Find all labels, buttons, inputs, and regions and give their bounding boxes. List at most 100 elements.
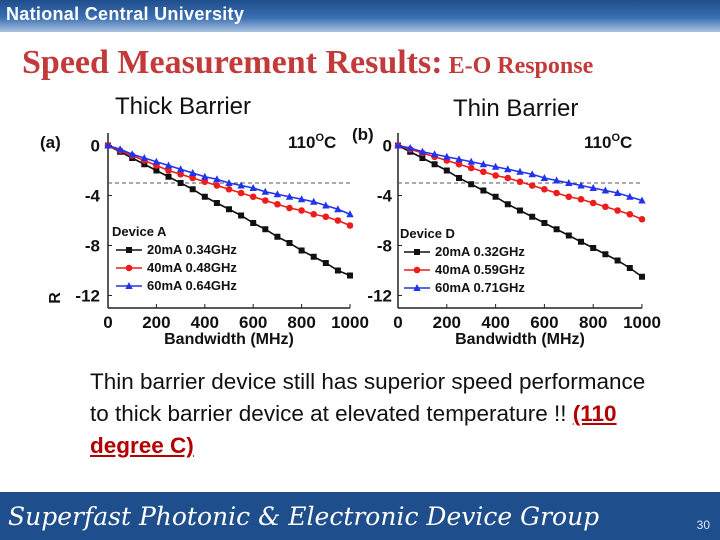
chart-panel-b: 0 200 400 600 800 1000 0 -4 -8 -12 Bandwidth (MHz)… xyxy=(352,125,661,348)
data-point xyxy=(189,174,196,182)
data-point xyxy=(602,203,609,211)
data-point xyxy=(177,180,184,186)
y-tick-label: 0 xyxy=(91,137,100,156)
data-point xyxy=(189,186,196,193)
data-point xyxy=(601,186,610,194)
data-point xyxy=(565,179,573,186)
data-point xyxy=(443,167,450,174)
legend-device-name: Device D xyxy=(400,226,455,241)
chart-title-thick: Thick Barrier xyxy=(115,93,252,120)
data-point xyxy=(201,178,209,186)
university-name: National Central University xyxy=(6,4,245,24)
data-point xyxy=(614,207,621,214)
data-point xyxy=(553,226,560,233)
data-point xyxy=(262,226,269,233)
legend-entry: 60mA 0.71GHz xyxy=(435,280,525,295)
data-point xyxy=(140,154,148,161)
x-tick-label: 200 xyxy=(433,313,461,332)
data-point xyxy=(492,172,499,179)
data-point xyxy=(334,205,342,213)
x-tick-label: 800 xyxy=(579,313,607,332)
data-point xyxy=(528,182,536,189)
data-point xyxy=(443,152,451,160)
legend-marker xyxy=(413,284,421,291)
data-point xyxy=(468,181,475,188)
data-point xyxy=(638,196,646,204)
data-point xyxy=(419,155,426,161)
data-point xyxy=(528,170,536,178)
data-point xyxy=(394,141,402,149)
data-point xyxy=(274,233,281,240)
series-blue xyxy=(394,141,646,204)
data-point xyxy=(577,195,585,203)
data-point xyxy=(602,251,609,258)
data-point xyxy=(177,170,184,178)
data-point xyxy=(285,192,294,200)
data-point xyxy=(164,161,173,169)
legend-marker xyxy=(414,249,420,255)
legend-entry: 20mA 0.34GHz xyxy=(147,242,237,257)
data-point xyxy=(310,253,317,260)
legend: Device A 20mA 0.34GHz 40mA 0.48GHz 60mA 0.6… xyxy=(112,224,237,293)
data-point xyxy=(152,157,161,165)
panel-label: (a) xyxy=(40,133,61,152)
data-point xyxy=(116,145,124,153)
x-tick-label: 0 xyxy=(393,313,402,332)
data-point xyxy=(552,176,561,184)
x-tick-label: 600 xyxy=(530,313,558,332)
data-point xyxy=(467,164,475,172)
data-point xyxy=(298,207,305,214)
data-point xyxy=(578,238,584,245)
data-point xyxy=(517,207,523,214)
data-point xyxy=(347,272,353,279)
data-point xyxy=(237,181,245,189)
data-point xyxy=(286,240,293,246)
data-point xyxy=(346,210,354,218)
legend-marker xyxy=(125,282,133,289)
data-point xyxy=(626,265,633,271)
data-point xyxy=(128,150,136,158)
legend-entry: 40mA 0.59GHz xyxy=(435,262,525,277)
data-point xyxy=(261,187,269,195)
data-point xyxy=(165,167,172,174)
data-point xyxy=(565,193,573,201)
data-point xyxy=(238,212,245,219)
data-point xyxy=(334,217,342,224)
data-point xyxy=(480,168,487,176)
data-point xyxy=(516,178,524,186)
x-tick-label: 600 xyxy=(239,313,267,332)
data-point xyxy=(590,245,597,251)
data-point xyxy=(297,195,306,203)
data-point xyxy=(467,157,475,165)
x-tick-label: 200 xyxy=(142,313,170,332)
data-point xyxy=(577,181,585,189)
data-point xyxy=(491,162,500,170)
legend-entry: 60mA 0.64GHz xyxy=(147,278,237,293)
x-tick-label: 400 xyxy=(191,313,219,332)
data-point xyxy=(516,167,524,175)
data-point xyxy=(226,206,232,213)
data-point xyxy=(565,232,572,239)
data-point xyxy=(273,190,282,198)
data-point xyxy=(504,165,512,173)
data-point xyxy=(225,185,233,193)
y-tick-label: -12 xyxy=(367,287,392,306)
data-point xyxy=(213,200,220,206)
data-point xyxy=(639,273,645,280)
x-tick-label: 0 xyxy=(103,313,112,332)
slide-title-main: Speed Measurement Results: xyxy=(22,44,443,81)
legend-marker xyxy=(413,266,421,274)
data-point xyxy=(504,174,512,182)
data-point xyxy=(613,189,622,196)
x-axis-label: Bandwidth (MHz) xyxy=(164,331,294,348)
data-point xyxy=(153,167,160,174)
legend: Device D 20mA 0.32GHz 40mA 0.59GHz 60mA 0.7… xyxy=(400,226,525,295)
legend-entry: 40mA 0.48GHz xyxy=(147,260,237,275)
summary-body: Thin barrier device still has superior s… xyxy=(90,369,646,426)
data-point xyxy=(225,179,233,186)
data-point xyxy=(165,173,172,180)
x-tick-label: 1000 xyxy=(331,313,369,332)
panel-label: (b) xyxy=(352,125,374,144)
data-point xyxy=(104,141,112,149)
data-point xyxy=(456,175,462,181)
